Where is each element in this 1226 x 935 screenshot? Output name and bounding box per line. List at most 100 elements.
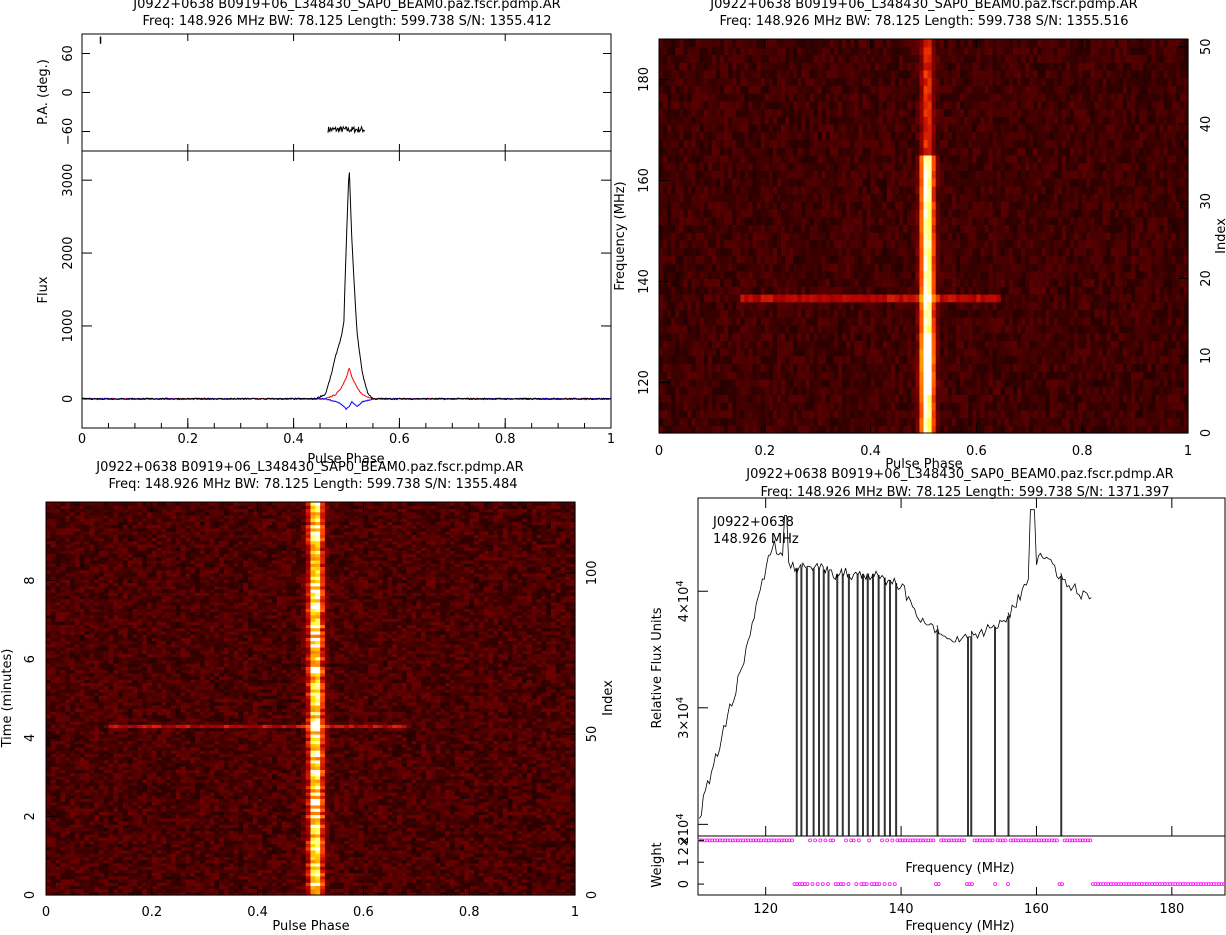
heatmap-cell [928,348,933,356]
heatmap-cell [899,232,904,240]
heatmap-cell [1151,170,1156,178]
heatmap-cell [1058,348,1063,356]
heatmap-cell [1001,147,1006,155]
heatmap-cell [1115,309,1120,317]
heatmap-cell [781,356,786,364]
heatmap-cell [1037,286,1042,294]
heatmap-cell [948,232,953,240]
heatmap-cell [757,255,762,263]
heatmap-cell [789,278,794,286]
heatmap-cell [997,263,1002,271]
heatmap-cell [1098,418,1103,426]
heatmap-cell [871,309,876,317]
heatmap-cell [915,163,920,171]
heatmap-cell [1074,271,1079,279]
heatmap-cell [724,387,729,395]
heatmap-cell [1098,309,1103,317]
heatmap-cell [818,387,823,395]
heatmap-cell [744,309,749,317]
heatmap-cell [936,201,941,209]
heatmap-cell [1098,170,1103,178]
heatmap-cell [814,263,819,271]
heatmap-cell [675,263,680,271]
heatmap-cell [879,232,884,240]
heatmap-cell [675,333,680,341]
heatmap-cell [1013,325,1018,333]
heatmap-cell [1037,387,1042,395]
heatmap-cell [679,402,684,410]
heatmap-cell [659,224,664,232]
heatmap-cell [1013,309,1018,317]
heatmap-cell [1115,294,1120,302]
heatmap-cell [1172,394,1177,402]
heatmap-cell [932,394,937,402]
heatmap-cell [740,286,745,294]
heatmap-cell [687,387,692,395]
heatmap-cell [997,348,1002,356]
heatmap-cell [1151,317,1156,325]
heatmap-cell [716,363,721,371]
heatmap-cell [671,286,676,294]
heatmap-cell [980,363,985,371]
heatmap-cell [1062,224,1067,232]
heatmap-cell [793,325,798,333]
heatmap-cell [1111,248,1116,256]
heatmap-cell [1021,333,1026,341]
heatmap-cell [1025,402,1030,410]
heatmap-cell [948,325,953,333]
heatmap-cell [993,224,998,232]
heatmap-cell [683,155,688,163]
heatmap-cell [1054,317,1059,325]
heatmap-cell [732,425,737,433]
heatmap-cell [736,271,741,279]
heatmap-cell [834,394,839,402]
heatmap-cell [1042,348,1047,356]
heatmap-cell [769,263,774,271]
heatmap-cell [1123,333,1128,341]
heatmap-cell [1037,394,1042,402]
heatmap-cell [700,139,705,147]
heatmap-cell [830,410,835,418]
heatmap-cell [1147,178,1152,186]
heatmap-cell [875,317,880,325]
heatmap-cell [1086,379,1091,387]
heatmap-cell [773,294,778,302]
heatmap-cell [919,294,924,302]
heatmap-cell [932,232,937,240]
heatmap-cell [1139,394,1144,402]
heatmap-cell [1037,217,1042,225]
heatmap-cell [1127,232,1132,240]
heatmap-cell [968,379,973,387]
heatmap-cell [1009,224,1014,232]
heatmap-cell [757,317,762,325]
heatmap-cell [858,325,863,333]
heatmap-cell [708,309,713,317]
heatmap-cell [667,425,672,433]
heatmap-cell [789,139,794,147]
heatmap-cell [879,248,884,256]
heatmap-cell [801,278,806,286]
heatmap-cell [867,394,872,402]
heatmap-cell [822,379,827,387]
heatmap-cell [822,294,827,302]
heatmap-cell [903,418,908,426]
heatmap-cell [740,302,745,310]
heatmap-cell [915,201,920,209]
heatmap-cell [785,263,790,271]
heatmap-cell [1155,147,1160,155]
heatmap-cell [858,278,863,286]
heatmap-cell [1127,278,1132,286]
heatmap-cell [911,302,916,310]
heatmap-cell [940,394,945,402]
heatmap-cell [879,387,884,395]
heatmap-cell [822,186,827,194]
heatmap-cell [948,333,953,341]
heatmap-cell [997,317,1002,325]
heatmap-cell [1005,294,1010,302]
heatmap-cell [814,186,819,194]
heatmap-cell [1147,286,1152,294]
heatmap-cell [1037,294,1042,302]
heatmap-cell [1078,286,1083,294]
heatmap-cell [993,147,998,155]
heatmap-cell [736,240,741,248]
